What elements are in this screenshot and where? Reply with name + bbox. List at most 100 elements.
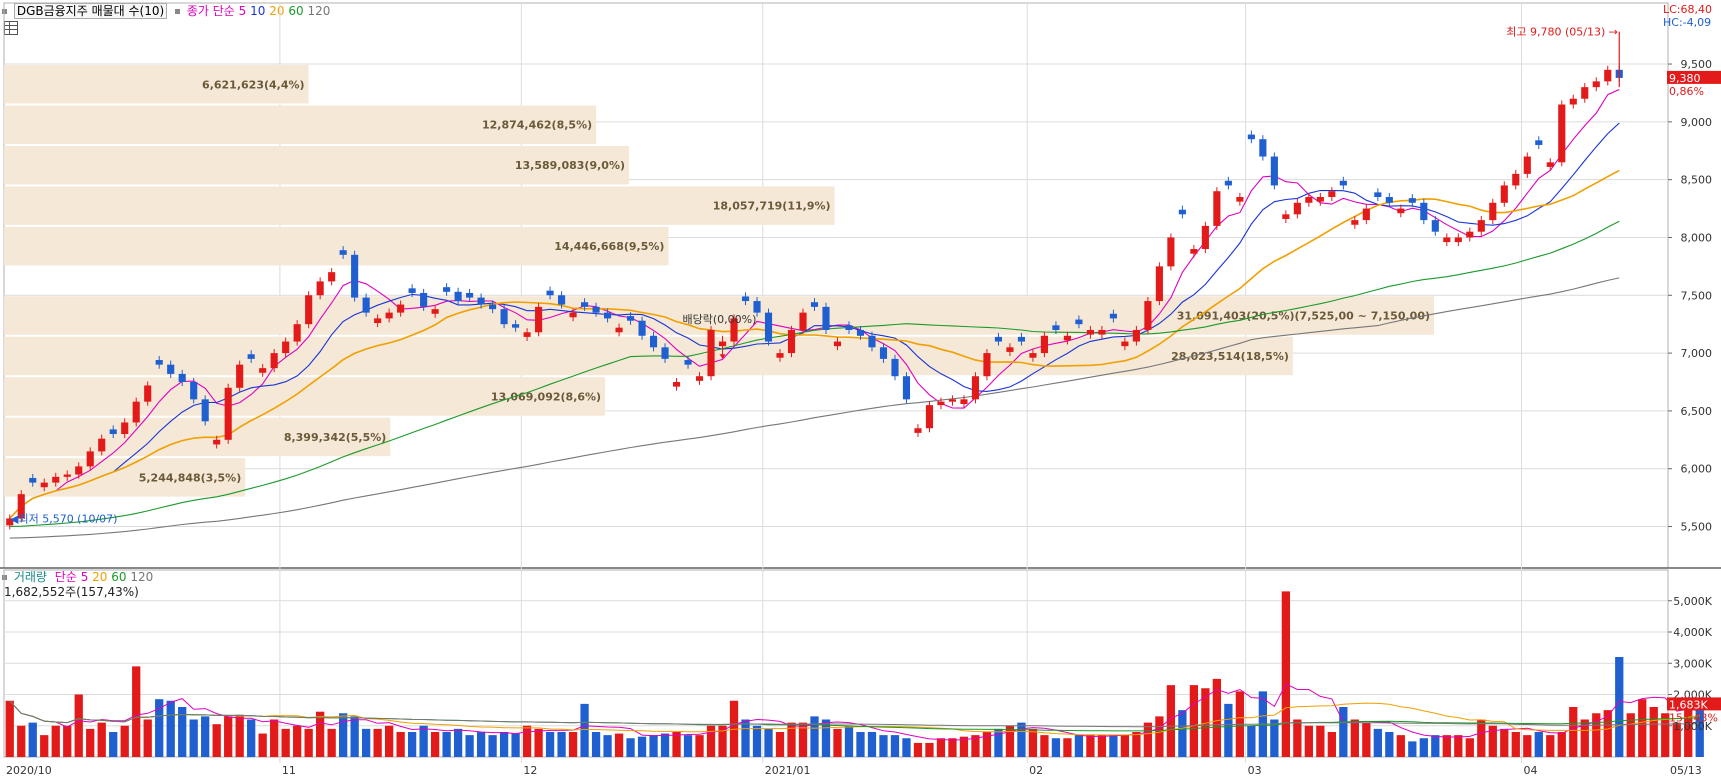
candle-body (259, 368, 267, 373)
volume-bar (1143, 722, 1153, 757)
candle-body (1558, 104, 1566, 163)
volume-bar (178, 707, 187, 757)
candle-body (29, 477, 37, 483)
volume-bar (718, 725, 727, 757)
candle-body (581, 302, 589, 307)
volume-bar (936, 738, 946, 757)
candle-body (684, 360, 692, 365)
current-volume-box (1667, 697, 1721, 711)
ma10-label[interactable]: 10 (250, 4, 266, 18)
volume-bar (327, 728, 336, 757)
volume-bar (752, 725, 762, 757)
volume-bar (1362, 722, 1371, 757)
candle-body (1052, 325, 1060, 330)
candle-body (799, 312, 807, 330)
candle-body (1006, 347, 1014, 352)
candle-body (787, 329, 796, 354)
volume-bar (212, 724, 221, 757)
ma120-label[interactable]: 120 (307, 4, 331, 18)
candle-body (1121, 341, 1129, 347)
volume-title[interactable]: 거래량 (13, 570, 47, 584)
candle-body (603, 312, 612, 319)
ma-label[interactable]: 종가 단순 (186, 4, 235, 18)
candle-body (1489, 202, 1497, 221)
candle-body (994, 336, 1003, 342)
candle-body (558, 295, 566, 305)
volume-tick-label: 5,000K (1673, 595, 1712, 608)
volume-bar (1212, 678, 1222, 757)
chart-title[interactable]: DGB금융지주 매물대 수(10) (13, 3, 168, 19)
volume-bar (453, 728, 463, 757)
ma20-label[interactable]: 20 (269, 4, 285, 18)
volume-bar (1270, 719, 1279, 757)
candle-body (1316, 197, 1324, 202)
volume-panel-header: 거래량 단순 5 20 60 120 (2, 568, 153, 585)
volume-bar (833, 728, 842, 757)
price-tick-label: 8,000 (1681, 231, 1713, 244)
low-annotation: ◀최저 5,570 (10/07) (10, 512, 117, 525)
volume-bar (143, 719, 152, 757)
volume-bar (614, 733, 624, 757)
volume-bar (580, 703, 589, 757)
dividend-arrow-head (719, 354, 726, 359)
volume-bar (1638, 699, 1647, 757)
volume-ma120-label[interactable]: 120 (130, 570, 154, 584)
candle-body (1431, 220, 1439, 232)
candle-body (569, 312, 577, 318)
volume-bar (1189, 685, 1199, 757)
price-tick-label: 8,500 (1681, 174, 1713, 187)
candle-body (6, 518, 14, 526)
ma60-line (9, 220, 1620, 528)
volume-bar (913, 742, 923, 757)
volume-ma60-label[interactable]: 60 (111, 570, 127, 584)
volume-bar (787, 722, 796, 757)
candle-body (236, 364, 244, 388)
volume-bar (1304, 725, 1313, 757)
candle-body (52, 476, 60, 483)
candle-body (17, 494, 25, 519)
volume-bar (384, 725, 394, 757)
candle-body (1305, 197, 1313, 203)
candle-body (730, 318, 738, 342)
candle-body (512, 324, 520, 328)
volume-profile-label: 6,621,623(4,4%) (202, 78, 305, 91)
x-axis-label: 04 (1524, 764, 1538, 777)
volume-ma-label[interactable]: 단순 (54, 570, 77, 584)
candle-body (431, 309, 439, 314)
volume-bar (1580, 719, 1589, 757)
volume-profile-label: 12,874,462(8,5%) (482, 119, 592, 132)
candle-body (925, 405, 934, 429)
volume-profile-label: 31,091,403(20,5%)(7,525,00 ~ 7,150,00) (1177, 310, 1430, 323)
volume-bar (1465, 738, 1474, 757)
ma60-label[interactable]: 60 (288, 4, 304, 18)
candle-body (167, 364, 175, 374)
candle-body (1569, 98, 1577, 105)
candle-body (374, 318, 382, 324)
candle-body (1385, 197, 1393, 203)
volume-bar (856, 732, 865, 757)
volume-profile-label: 18,057,719(11,9%) (713, 200, 831, 213)
volume-profile-bar (4, 145, 630, 185)
volume-bar (982, 732, 992, 757)
current-volume-label: 1,683K (1669, 698, 1708, 711)
volume-ma20-label[interactable]: 20 (92, 570, 108, 584)
volume-ma5-line (9, 683, 1700, 741)
volume-ma5-label[interactable]: 5 (80, 570, 89, 584)
volume-profile-label: 13,589,083(9,0%) (515, 159, 625, 172)
candle-body (1546, 162, 1554, 167)
candle-body (535, 306, 543, 333)
candle-body (833, 341, 842, 347)
volume-bar (844, 725, 854, 757)
ma5-label[interactable]: 5 (238, 4, 247, 18)
candle-body (902, 376, 911, 400)
dividend-annotation: 배당락(0,00%) (683, 313, 757, 326)
price-tick-label: 7,000 (1681, 347, 1713, 360)
candle-body (1420, 202, 1428, 221)
volume-bar (1005, 725, 1015, 757)
volume-bar (1281, 591, 1290, 757)
volume-bar (304, 728, 313, 757)
volume-bar (568, 732, 578, 757)
volume-bar (63, 725, 72, 757)
